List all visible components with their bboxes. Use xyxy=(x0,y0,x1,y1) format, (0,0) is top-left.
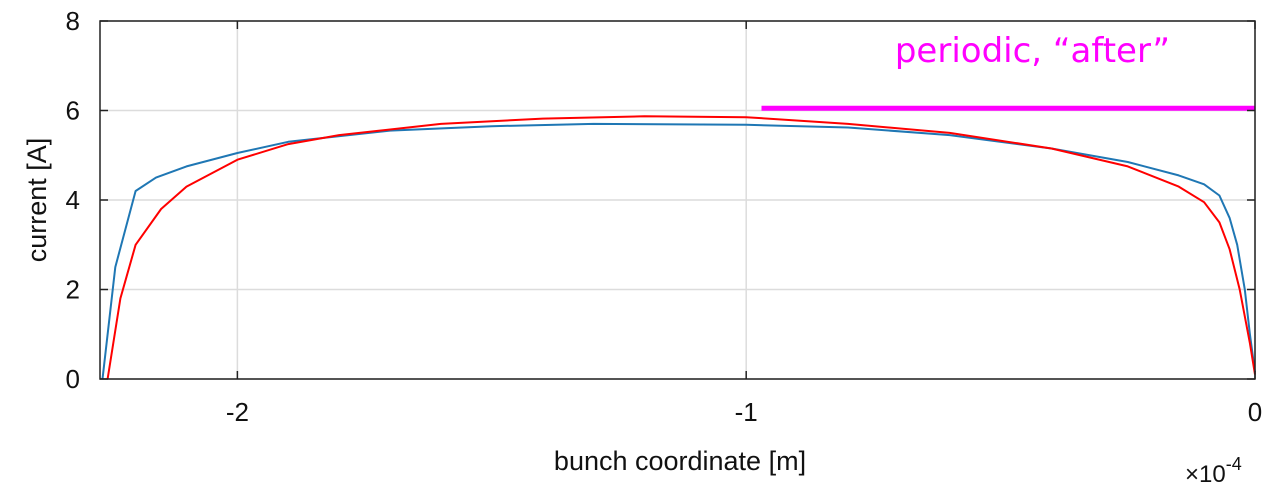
x-multiplier-base: ×10 xyxy=(1185,461,1226,488)
x-multiplier: ×10-4 xyxy=(1185,454,1242,488)
y-tick-label: 0 xyxy=(66,364,80,394)
x-multiplier-exponent: -4 xyxy=(1226,454,1242,474)
x-tick-label: 0 xyxy=(1248,397,1262,427)
y-tick-label: 2 xyxy=(66,275,80,305)
tick-labels: -2 -1 0 0 2 4 6 8 xyxy=(66,6,1263,427)
series-lines xyxy=(101,105,1256,380)
y-axis-label: current [A] xyxy=(22,138,52,263)
axis-ticks xyxy=(100,20,1256,380)
series-line-1 xyxy=(101,122,1256,380)
y-tick-label: 4 xyxy=(66,185,80,215)
x-tick-label: -2 xyxy=(226,397,249,427)
annotation-label: periodic, “after” xyxy=(895,31,1170,71)
y-tick-label: 6 xyxy=(66,96,80,126)
x-tick-label: -1 xyxy=(735,397,758,427)
series-line-2 xyxy=(106,115,1256,380)
y-tick-label: 8 xyxy=(66,6,80,36)
x-axis-label: bunch coordinate [m] xyxy=(554,446,806,476)
grid-lines xyxy=(100,20,1256,380)
